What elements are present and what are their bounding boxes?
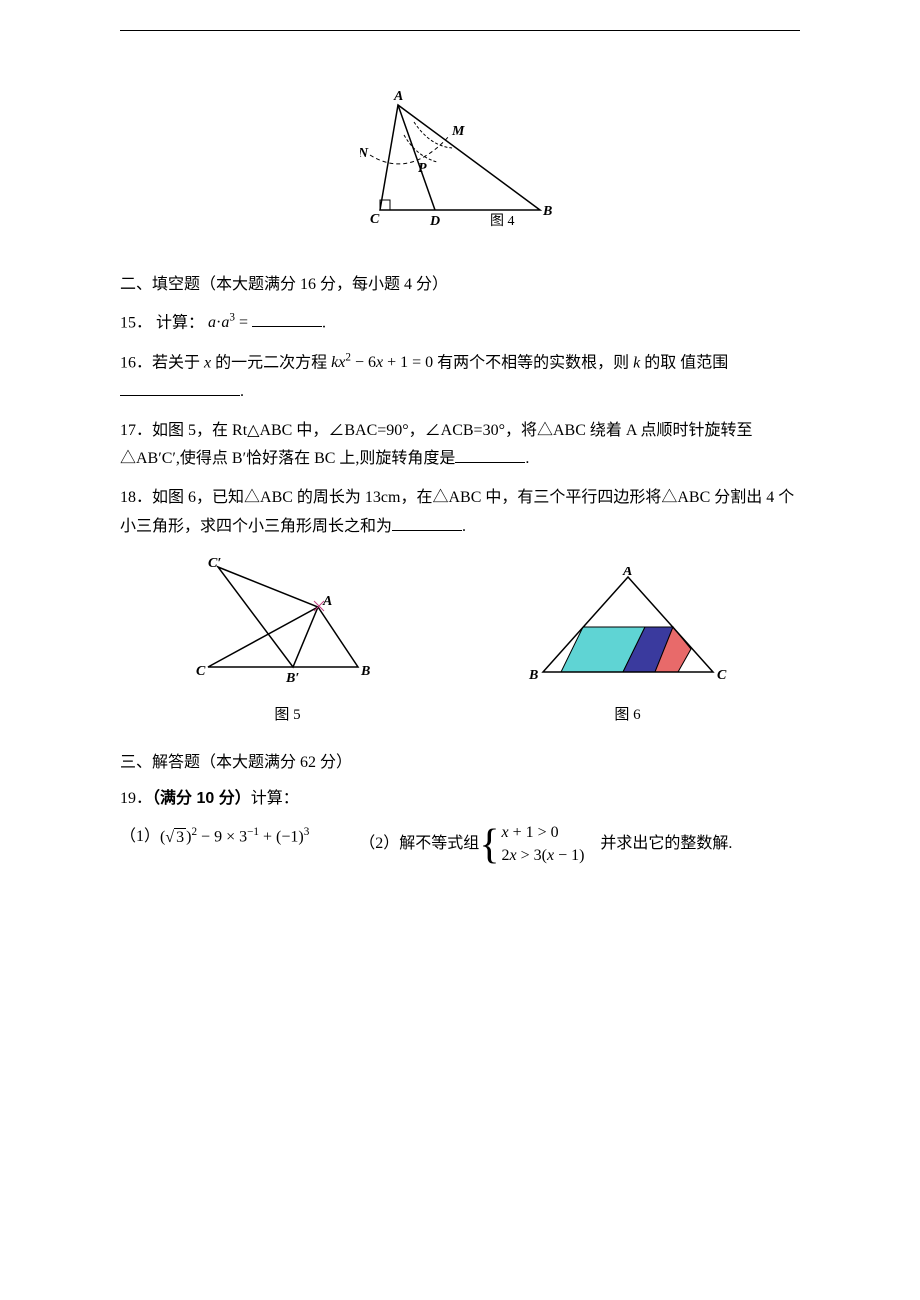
- brace-icon: {: [479, 824, 499, 866]
- q15-eq: =: [235, 314, 252, 331]
- figures-5-6-row: A B C B′ C′ 图 5 A B C: [120, 557, 800, 729]
- q19-p1-cube: 3: [304, 826, 310, 838]
- pt-M: M: [451, 124, 465, 139]
- problem-17: 17．如图 5，在 Rt△ABC 中，∠BAC=90°，∠ACB=30°，将△A…: [120, 417, 800, 475]
- q16-t2: 的一元二次方程: [211, 354, 331, 371]
- q15-prefix: 计算：: [156, 314, 204, 331]
- q15-blank: [252, 311, 322, 327]
- q16-suffix: .: [240, 383, 244, 400]
- q19-l2r: − 1): [554, 847, 584, 864]
- q16-t1: 若关于: [152, 354, 204, 371]
- top-rule: [120, 30, 800, 31]
- q18-suffix: .: [462, 518, 466, 535]
- figure-5-caption: 图 5: [188, 702, 388, 729]
- q19-subproblems: （1） (√3)2 − 9 × 3−1 + (−1)3 （2）解不等式组 { x…: [120, 822, 800, 867]
- figure-4-caption: 图 4: [490, 214, 515, 229]
- f5-Bp: B′: [285, 671, 299, 686]
- q15-number: 15．: [120, 314, 152, 331]
- section-2-header: 二、填空题（本大题满分 16 分，每小题 4 分）: [120, 271, 800, 300]
- q19-p2-tail: 并求出它的整数解.: [584, 830, 732, 859]
- q19-l2x2: x: [547, 847, 554, 864]
- pt-D: D: [429, 214, 440, 229]
- problem-16: 16．若关于 x 的一元二次方程 kx2 − 6x + 1 = 0 有两个不相等…: [120, 348, 800, 407]
- q19-p2-label: （2）解不等式组: [359, 830, 479, 859]
- q15-suffix: .: [322, 314, 326, 331]
- q17-number: 17．: [120, 422, 152, 439]
- q16-minus: − 6: [351, 354, 376, 371]
- figure-5-svg: A B C B′ C′: [188, 557, 388, 687]
- figure-6-caption: 图 6: [523, 702, 733, 729]
- f6-C: C: [717, 668, 727, 683]
- q16-plus: + 1 = 0: [383, 354, 433, 371]
- f5-A: A: [322, 594, 332, 609]
- q18-blank: [392, 515, 462, 531]
- q19-p2-brace: { x + 1 > 0 2x > 3(x − 1): [479, 822, 584, 867]
- q16-blank: [120, 380, 240, 396]
- pt-N: N: [360, 146, 369, 161]
- problem-15: 15． 计算： a·a3 = .: [120, 308, 800, 338]
- q16-number: 16．: [120, 354, 152, 371]
- figure-4-svg: A B C D M N P 图 4: [360, 90, 560, 230]
- q19-p2-lines: x + 1 > 0 2x > 3(x − 1): [501, 822, 584, 867]
- q19-suffix: 计算：: [251, 790, 299, 807]
- q19-l2m: > 3(: [517, 847, 547, 864]
- pt-A: A: [393, 90, 403, 104]
- pt-P: P: [418, 161, 427, 176]
- pt-C: C: [370, 212, 380, 227]
- q19-sqrt3: 3: [174, 828, 186, 846]
- q16-t4: 的取 值范围: [640, 354, 728, 371]
- q17-text: 如图 5，在 Rt△ABC 中，∠BAC=90°，∠ACB=30°，将△ABC …: [120, 422, 753, 468]
- figure-4: A B C D M N P 图 4: [120, 90, 800, 241]
- q19-l1l: x: [501, 824, 508, 841]
- section-3-header: 三、解答题（本大题满分 62 分）: [120, 749, 800, 778]
- pt-B: B: [542, 204, 552, 219]
- q18-number: 18．: [120, 489, 152, 506]
- problem-19: 19．（满分 10 分）计算： （1） (√3)2 − 9 × 3−1 + (−…: [120, 785, 800, 867]
- f6-B: B: [528, 668, 538, 683]
- q19-p1-minus: − 9 × 3: [197, 829, 247, 846]
- q19-l1r: + 1 > 0: [509, 824, 559, 841]
- figure-6: A B C 图 6: [523, 567, 733, 729]
- q19-p1-neg1: −1: [247, 826, 259, 838]
- q19-number: 19．: [120, 790, 152, 807]
- q15-a: a: [208, 314, 216, 331]
- q19-l2x: x: [509, 847, 516, 864]
- q19-p1-plus: + (−1): [259, 829, 304, 846]
- f6-A: A: [622, 567, 632, 579]
- f5-B: B: [360, 664, 370, 679]
- figure-5: A B C B′ C′ 图 5: [188, 557, 388, 729]
- q19-p1: （1） (√3)2 − 9 × 3−1 + (−1)3: [120, 822, 309, 852]
- q19-bold: （满分 10 分）: [152, 790, 251, 807]
- figure-6-svg: A B C: [523, 567, 733, 687]
- problem-18: 18．如图 6，已知△ABC 的周长为 13cm，在△ABC 中，有三个平行四边…: [120, 484, 800, 542]
- q17-blank: [455, 447, 525, 463]
- q19-p1-label: （1）: [120, 823, 160, 852]
- q19-p2: （2）解不等式组 { x + 1 > 0 2x > 3(x − 1) 并求出它的…: [359, 822, 732, 867]
- q16-t3: 有两个不相等的实数根，则: [433, 354, 633, 371]
- f5-Cp: C′: [208, 557, 221, 571]
- q19-p1-expr: (√3)2 − 9 × 3−1 + (−1)3: [160, 822, 309, 852]
- f5-C: C: [196, 664, 206, 679]
- q15-expression: a·a3 =: [208, 314, 252, 331]
- document-content: A B C D M N P 图 4 二、填空题（本大题满分 16 分，每小题 4…: [120, 90, 800, 867]
- q17-suffix: .: [525, 450, 529, 467]
